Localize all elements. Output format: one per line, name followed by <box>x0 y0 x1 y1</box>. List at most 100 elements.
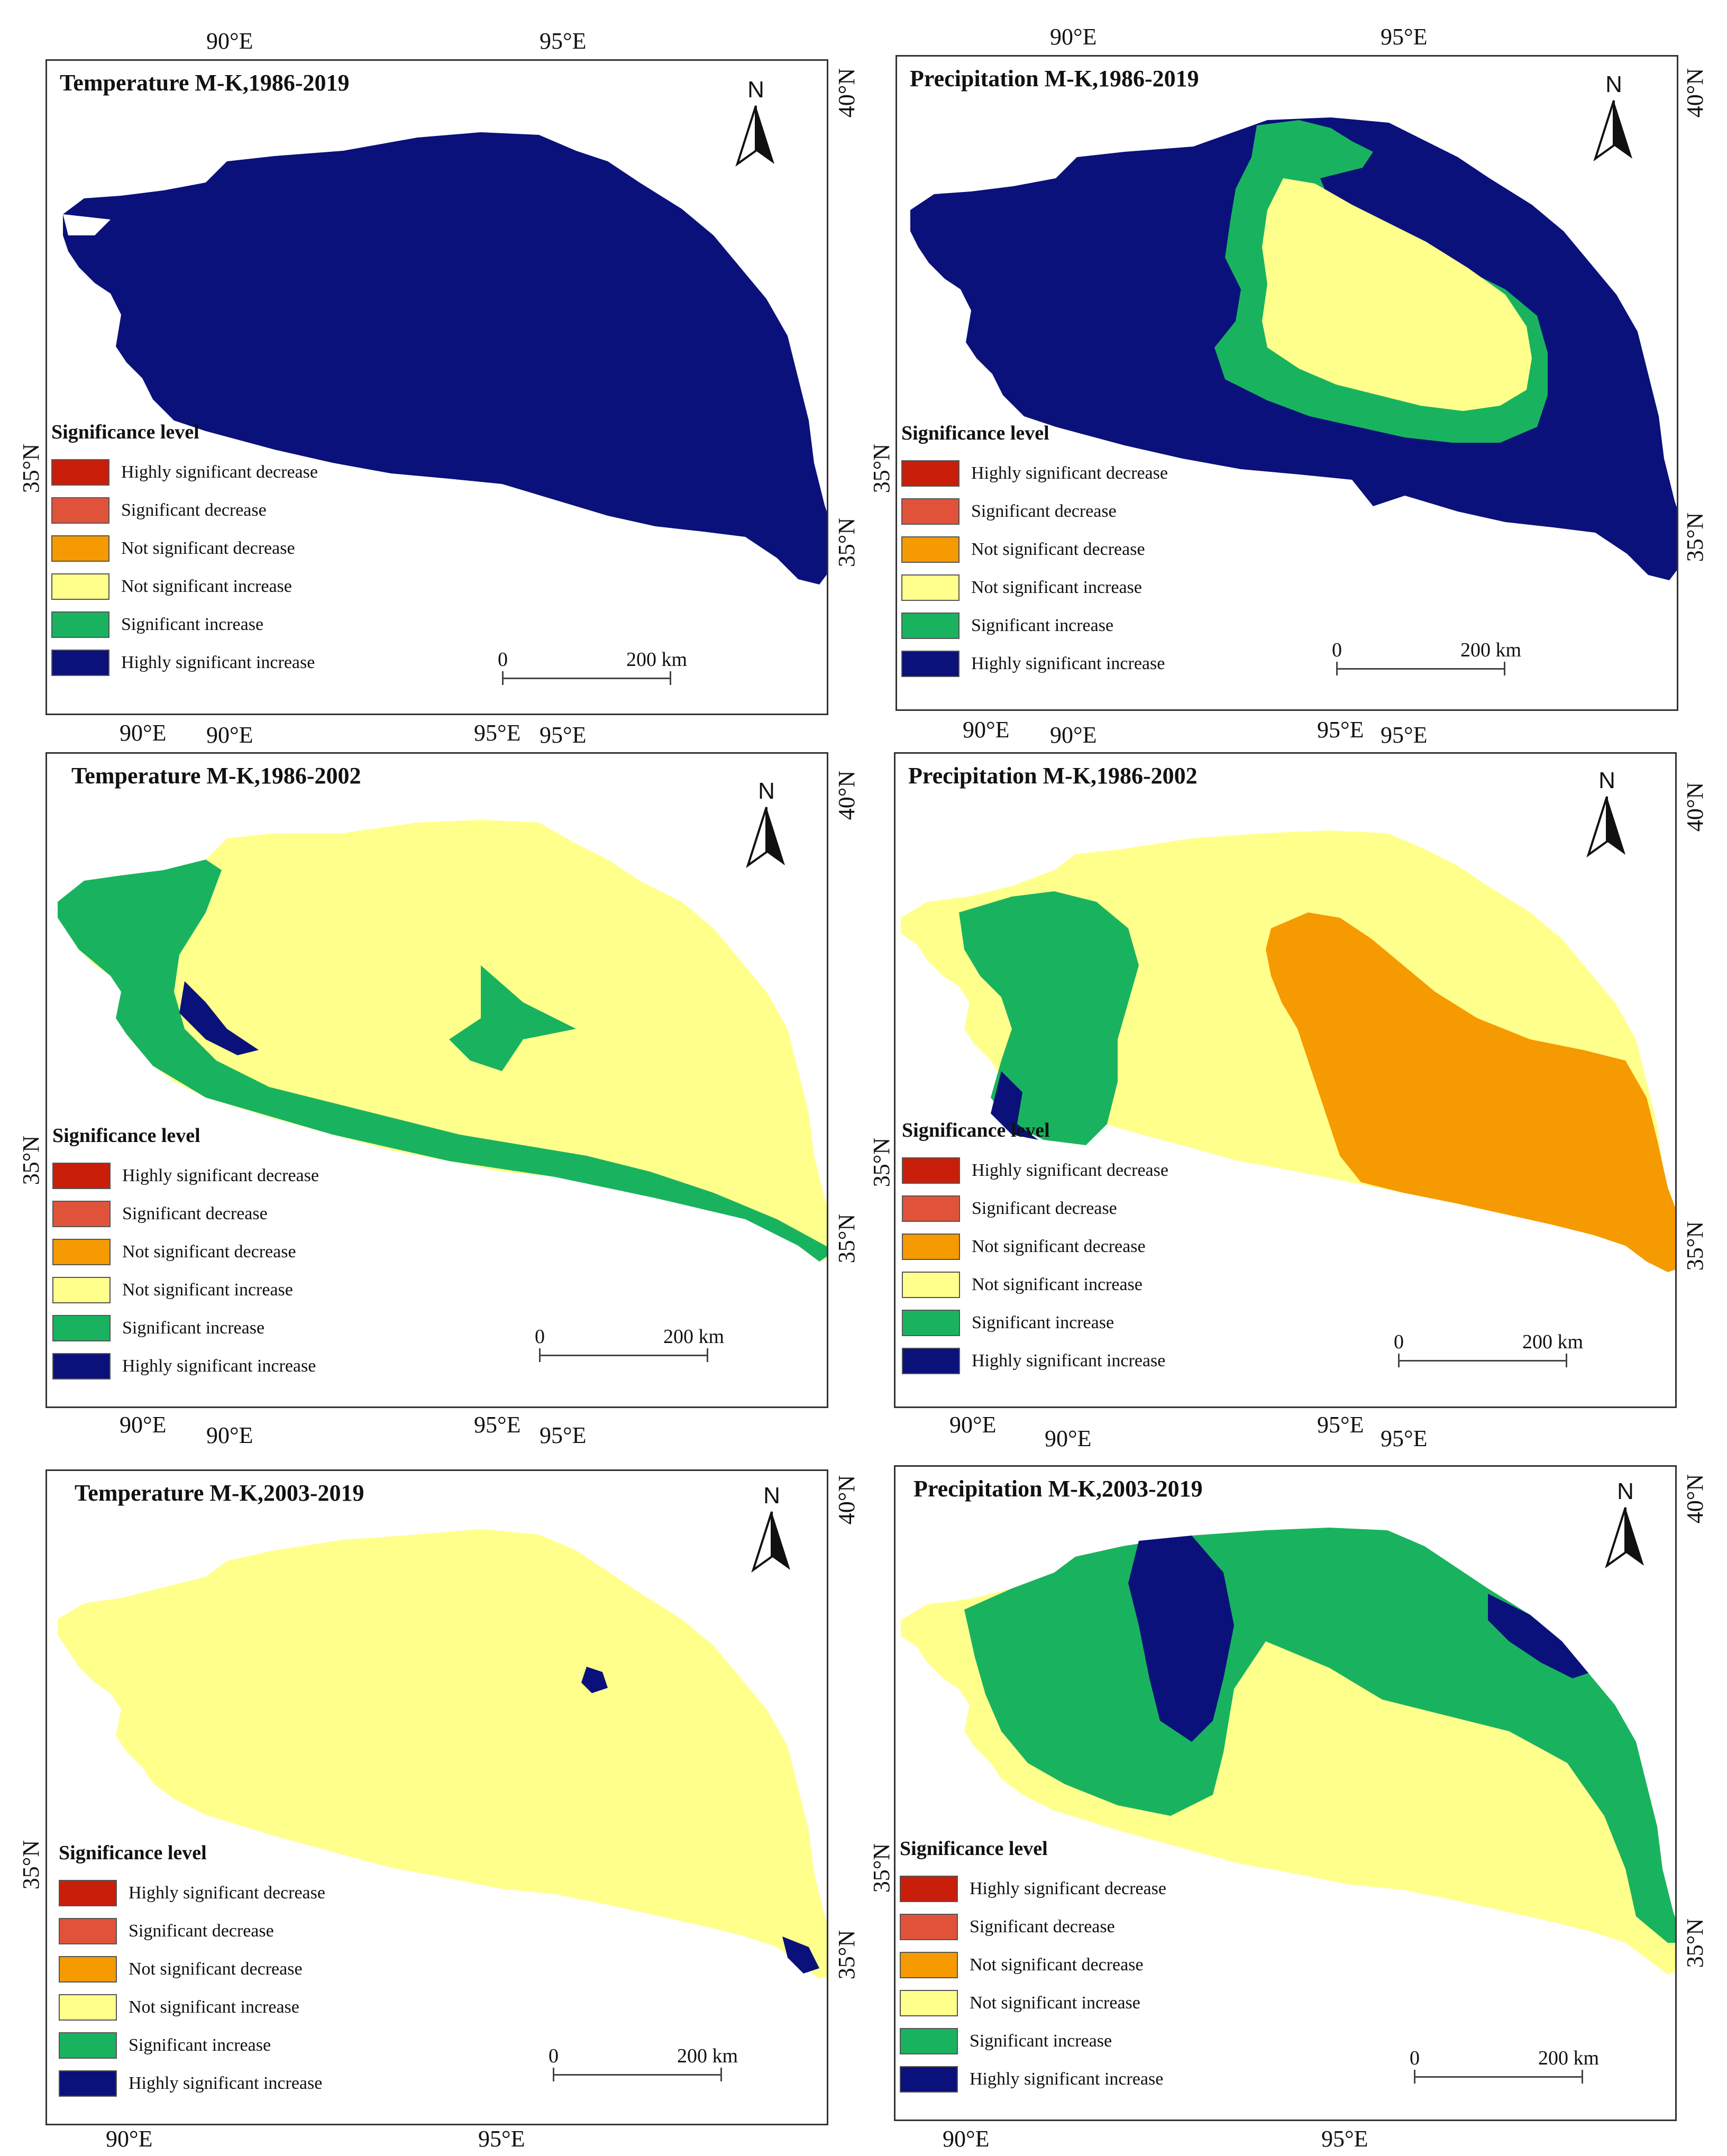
legend-item: Significant decrease <box>902 1190 1168 1228</box>
legend-label: Not significant decrease <box>972 1237 1146 1256</box>
scale-bar: 0 200 km <box>498 648 687 690</box>
legend-label: Highly significant decrease <box>970 1879 1166 1898</box>
tick-lat-40: 40°N <box>834 1475 860 1525</box>
tick-lon-95: 95°E <box>540 28 587 54</box>
legend-label: Significant increase <box>970 2031 1112 2051</box>
basin-region-significant-increase <box>58 860 827 1262</box>
legend-item: Significant decrease <box>51 491 318 529</box>
tick-lat-40: 40°N <box>1682 782 1708 832</box>
basin-region-highly-significant-increase <box>1128 1536 1234 1742</box>
legend-item: Not significant decrease <box>52 1233 319 1271</box>
legend-label: Highly significant increase <box>971 654 1165 673</box>
basin-region-highly-significant-increase <box>179 981 259 1055</box>
legend-label: Not significant decrease <box>129 1959 303 1979</box>
basin-region-highly-significant-increase <box>991 1071 1038 1140</box>
panel-title: Precipitation M-K,1986-2019 <box>910 66 1199 92</box>
legend-item: Not significant increase <box>51 568 318 606</box>
basin-map <box>901 830 1675 1272</box>
legend-label: Highly significant decrease <box>121 462 318 482</box>
legend-swatch <box>902 1310 960 1336</box>
tick-lat-35: 35°N <box>834 1213 860 1264</box>
legend-swatch <box>51 535 109 562</box>
basin-map <box>910 117 1677 580</box>
north-arrow-icon <box>1593 100 1632 161</box>
map-panel-precipitation-2003-2019: Precipitation M-K,2003-2019 N Significan… <box>894 1465 1677 2121</box>
tick-lat-35: 35°N <box>834 517 860 568</box>
legend-swatch <box>901 651 960 677</box>
legend-label: Highly significant decrease <box>129 1883 325 1903</box>
legend-title: Significance level <box>52 1125 200 1147</box>
north-arrow-icon <box>1605 1507 1644 1568</box>
basin-region-highly-significant-increase <box>782 1936 819 1974</box>
map-panel-precipitation-1986-2019: Precipitation M-K,1986-2019 N Significan… <box>896 55 1678 711</box>
legend-swatch <box>51 650 109 676</box>
legend-swatch <box>900 2028 958 2054</box>
legend-item: Highly significant decrease <box>52 1157 319 1195</box>
tick-lon-95: 95°E <box>478 2126 525 2152</box>
scale-start: 0 <box>535 1326 545 1348</box>
scale-end: 200 km <box>1522 1331 1583 1353</box>
legend-item: Not significant decrease <box>900 1946 1166 1984</box>
tick-lat-35: 35°N <box>869 1137 895 1187</box>
scale-end: 200 km <box>626 648 687 671</box>
legend-swatch <box>902 1234 960 1260</box>
tick-lat-35: 35°N <box>834 1930 860 1980</box>
legend: Significance level Highly significant de… <box>52 1124 319 1385</box>
scale-end: 200 km <box>677 2045 738 2067</box>
legend-label: Not significant decrease <box>970 1955 1144 1975</box>
north-arrow-icon <box>735 105 774 167</box>
panel-title: Temperature M-K,2003-2019 <box>75 1480 364 1506</box>
panel-title: Temperature M-K,1986-2019 <box>60 70 350 96</box>
legend-swatch <box>902 1348 960 1374</box>
tick-lon-90: 90°E <box>206 1422 253 1448</box>
basin-region-highly-significant-increase <box>1488 1594 1588 1678</box>
legend-item: Not significant increase <box>52 1271 319 1309</box>
tick-lon-95: 95°E <box>1381 722 1428 748</box>
legend-swatch <box>901 613 960 639</box>
legend-swatch <box>51 611 109 638</box>
scale-start: 0 <box>498 648 508 671</box>
scale-start: 0 <box>1410 2047 1420 2069</box>
legend-label: Not significant decrease <box>122 1242 296 1262</box>
scale-bar: 0 200 km <box>1410 2047 1599 2089</box>
legend-title: Significance level <box>902 1119 1050 1141</box>
legend-swatch <box>52 1163 111 1189</box>
legend-item: Significant increase <box>51 606 318 644</box>
north-arrow: N <box>740 778 793 868</box>
map-panel-temperature-2003-2019: Temperature M-K,2003-2019 N Significance… <box>45 1469 828 2125</box>
legend-item: Not significant increase <box>901 569 1168 607</box>
tick-lon-95: 95°E <box>540 722 587 748</box>
legend-swatch <box>901 536 960 563</box>
legend-swatch <box>59 1880 117 1906</box>
north-label: N <box>1605 71 1622 97</box>
tick-lon-90: 90°E <box>1050 24 1097 50</box>
map-panel-precipitation-1986-2002: Precipitation M-K,1986-2002 N Significan… <box>894 752 1677 1408</box>
legend-item: Highly significant increase <box>900 2060 1166 2098</box>
tick-lat-35: 35°N <box>1682 1918 1708 1968</box>
tick-lon-90: 90°E <box>120 1412 167 1438</box>
scale-bar: 0 200 km <box>535 1325 724 1367</box>
legend-swatch <box>59 1994 117 2021</box>
tick-lon-95: 95°E <box>540 1422 587 1448</box>
tick-lat-40: 40°N <box>834 770 860 820</box>
legend-swatch <box>902 1195 960 1222</box>
legend-title: Significance level <box>59 1842 207 1864</box>
legend-title: Significance level <box>901 422 1049 444</box>
tick-lon-90: 90°E <box>943 2126 990 2152</box>
legend-label: Significant decrease <box>971 501 1117 521</box>
tick-lat-35: 35°N <box>869 1843 895 1893</box>
legend-item: Significant increase <box>901 607 1168 645</box>
legend: Significance level Highly significant de… <box>51 421 318 682</box>
north-label: N <box>747 77 764 103</box>
legend: Significance level Highly significant de… <box>901 422 1168 683</box>
legend: Significance level Highly significant de… <box>902 1119 1168 1380</box>
legend-item: Not significant increase <box>59 1988 325 2026</box>
legend-swatch <box>52 1239 111 1265</box>
tick-lat-40: 40°N <box>1682 68 1708 118</box>
legend-label: Significant increase <box>971 616 1114 635</box>
panel-title: Precipitation M-K,1986-2002 <box>908 763 1198 789</box>
legend-swatch <box>59 1918 117 1944</box>
legend-item: Significant decrease <box>59 1912 325 1950</box>
north-arrow-icon <box>751 1511 790 1573</box>
legend-swatch <box>900 1914 958 1940</box>
